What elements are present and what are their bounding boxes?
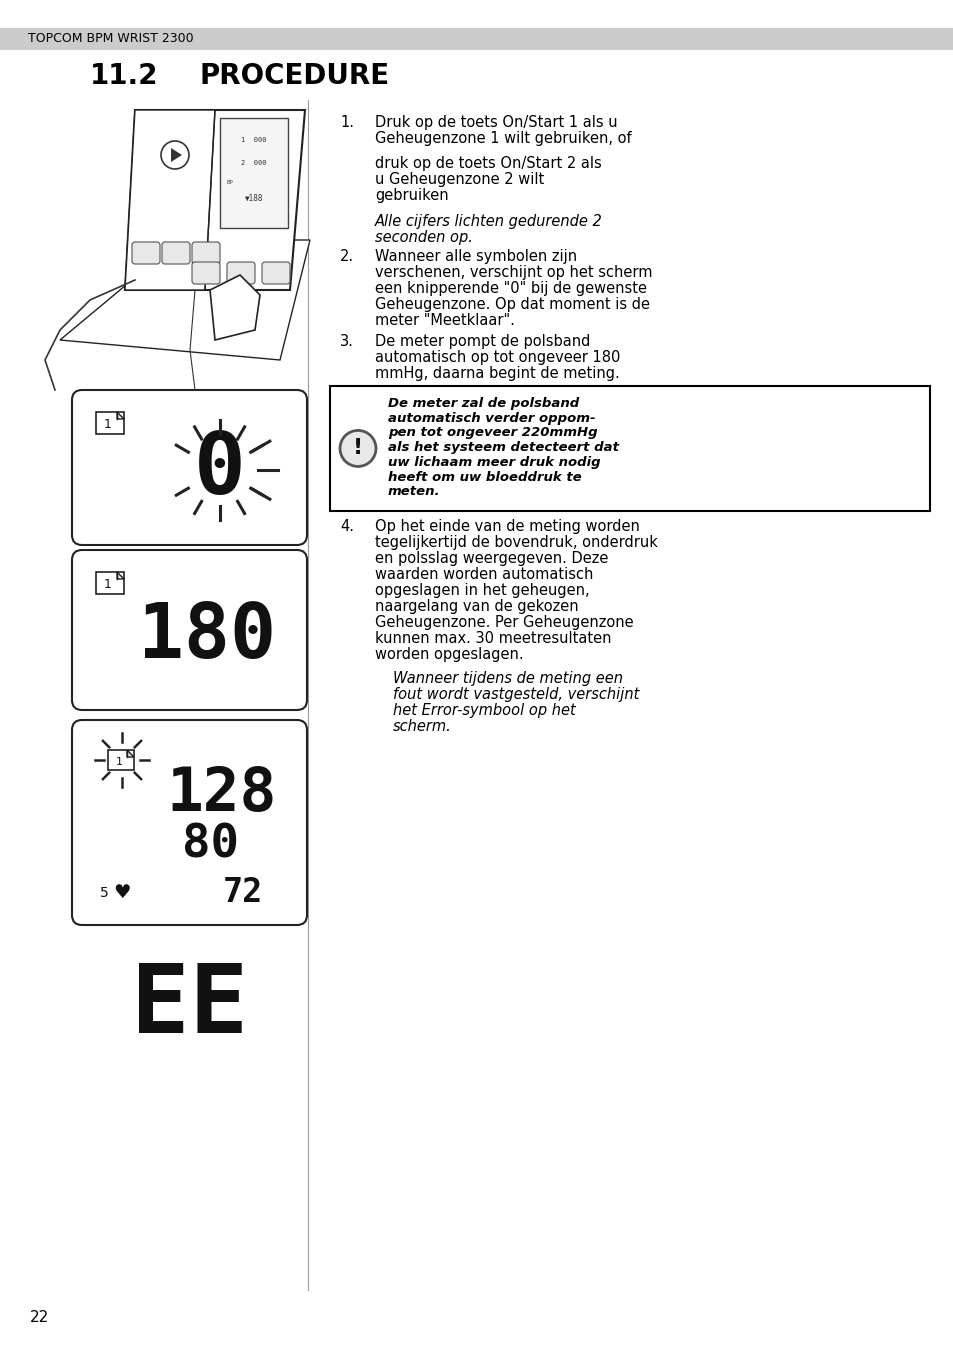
Circle shape xyxy=(339,431,375,466)
Text: verschenen, verschijnt op het scherm: verschenen, verschijnt op het scherm xyxy=(375,265,652,280)
Text: EE: EE xyxy=(131,961,248,1052)
Text: kunnen max. 30 meetresultaten: kunnen max. 30 meetresultaten xyxy=(375,631,611,646)
Text: uw lichaam meer druk nodig: uw lichaam meer druk nodig xyxy=(388,455,600,469)
Text: TOPCOM BPM WRIST 2300: TOPCOM BPM WRIST 2300 xyxy=(28,32,193,46)
Text: 11.2: 11.2 xyxy=(90,62,158,91)
Text: 1  000: 1 000 xyxy=(241,136,267,143)
FancyBboxPatch shape xyxy=(192,242,220,263)
Polygon shape xyxy=(127,750,133,757)
Text: als het systeem detecteert dat: als het systeem detecteert dat xyxy=(388,440,618,454)
Polygon shape xyxy=(210,276,260,340)
Text: waarden worden automatisch: waarden worden automatisch xyxy=(375,567,593,582)
Text: een knipperende "0" bij de gewenste: een knipperende "0" bij de gewenste xyxy=(375,281,646,296)
FancyBboxPatch shape xyxy=(262,262,290,284)
Text: 5: 5 xyxy=(99,886,109,900)
FancyBboxPatch shape xyxy=(71,550,307,711)
Polygon shape xyxy=(171,149,182,162)
Text: gebruiken: gebruiken xyxy=(375,188,448,203)
Text: Geheugenzone 1 wilt gebruiken, of: Geheugenzone 1 wilt gebruiken, of xyxy=(375,131,631,146)
Bar xyxy=(108,750,133,770)
Text: heeft om uw bloeddruk te: heeft om uw bloeddruk te xyxy=(388,470,581,484)
Text: 22: 22 xyxy=(30,1310,50,1325)
Text: druk op de toets On/Start 2 als: druk op de toets On/Start 2 als xyxy=(375,157,601,172)
Text: De meter zal de polsband: De meter zal de polsband xyxy=(388,397,578,409)
Text: het Error-symbool op het: het Error-symbool op het xyxy=(393,704,576,719)
Text: automatisch verder oppom-: automatisch verder oppom- xyxy=(388,412,595,424)
Text: ♥: ♥ xyxy=(113,884,131,902)
Text: BP: BP xyxy=(226,181,233,185)
Bar xyxy=(330,386,929,511)
Text: 1.: 1. xyxy=(339,115,354,130)
Bar xyxy=(96,412,124,434)
Text: Op het einde van de meting worden: Op het einde van de meting worden xyxy=(375,519,639,535)
Bar xyxy=(220,118,288,228)
Text: ▼188: ▼188 xyxy=(245,193,263,203)
Polygon shape xyxy=(125,109,214,290)
Polygon shape xyxy=(125,109,305,290)
Text: 1: 1 xyxy=(115,757,122,767)
Text: meten.: meten. xyxy=(388,485,440,499)
Text: 3.: 3. xyxy=(339,334,354,349)
Polygon shape xyxy=(117,571,124,580)
Text: tegelijkertijd de bovendruk, onderdruk: tegelijkertijd de bovendruk, onderdruk xyxy=(375,535,658,550)
Text: mmHg, daarna begint de meting.: mmHg, daarna begint de meting. xyxy=(375,366,619,381)
FancyBboxPatch shape xyxy=(132,242,160,263)
Text: 2.: 2. xyxy=(339,249,354,263)
Text: meter "Meetklaar".: meter "Meetklaar". xyxy=(375,312,515,327)
Text: fout wordt vastgesteld, verschijnt: fout wordt vastgesteld, verschijnt xyxy=(393,688,639,703)
Text: 1: 1 xyxy=(104,578,112,592)
Text: PROCEDURE: PROCEDURE xyxy=(200,62,390,91)
Text: opgeslagen in het geheugen,: opgeslagen in het geheugen, xyxy=(375,584,589,598)
Text: Geheugenzone. Op dat moment is de: Geheugenzone. Op dat moment is de xyxy=(375,297,649,312)
Text: 180: 180 xyxy=(137,600,275,674)
FancyBboxPatch shape xyxy=(71,390,307,544)
Text: Wanneer alle symbolen zijn: Wanneer alle symbolen zijn xyxy=(375,249,577,263)
Text: Wanneer tijdens de meting een: Wanneer tijdens de meting een xyxy=(393,671,622,686)
Text: naargelang van de gekozen: naargelang van de gekozen xyxy=(375,600,578,615)
Text: Alle cijfers lichten gedurende 2: Alle cijfers lichten gedurende 2 xyxy=(375,213,602,228)
Text: automatisch op tot ongeveer 180: automatisch op tot ongeveer 180 xyxy=(375,350,619,365)
FancyBboxPatch shape xyxy=(71,720,307,925)
Text: 72: 72 xyxy=(223,877,263,909)
Text: scherm.: scherm. xyxy=(393,719,452,735)
Text: 0: 0 xyxy=(193,428,245,512)
Text: en polsslag weergegeven. Deze: en polsslag weergegeven. Deze xyxy=(375,551,608,566)
Text: 1: 1 xyxy=(104,419,112,431)
Bar xyxy=(0,28,953,50)
Polygon shape xyxy=(117,412,124,419)
FancyBboxPatch shape xyxy=(227,262,254,284)
Text: u Geheugenzone 2 wilt: u Geheugenzone 2 wilt xyxy=(375,173,543,188)
FancyBboxPatch shape xyxy=(192,262,220,284)
Bar xyxy=(96,571,124,594)
Text: 128: 128 xyxy=(167,765,276,824)
Text: seconden op.: seconden op. xyxy=(375,230,473,245)
Text: 2  000: 2 000 xyxy=(241,159,267,166)
Text: Geheugenzone. Per Geheugenzone: Geheugenzone. Per Geheugenzone xyxy=(375,615,633,630)
FancyBboxPatch shape xyxy=(162,242,190,263)
Text: Druk op de toets On/Start 1 als u: Druk op de toets On/Start 1 als u xyxy=(375,115,617,130)
Polygon shape xyxy=(60,240,310,359)
Text: pen tot ongeveer 220mmHg: pen tot ongeveer 220mmHg xyxy=(388,427,597,439)
Text: 4.: 4. xyxy=(339,519,354,535)
Circle shape xyxy=(161,141,189,169)
Text: !: ! xyxy=(353,439,363,458)
Text: 80: 80 xyxy=(182,823,239,867)
Text: worden opgeslagen.: worden opgeslagen. xyxy=(375,647,523,662)
Text: De meter pompt de polsband: De meter pompt de polsband xyxy=(375,334,590,349)
